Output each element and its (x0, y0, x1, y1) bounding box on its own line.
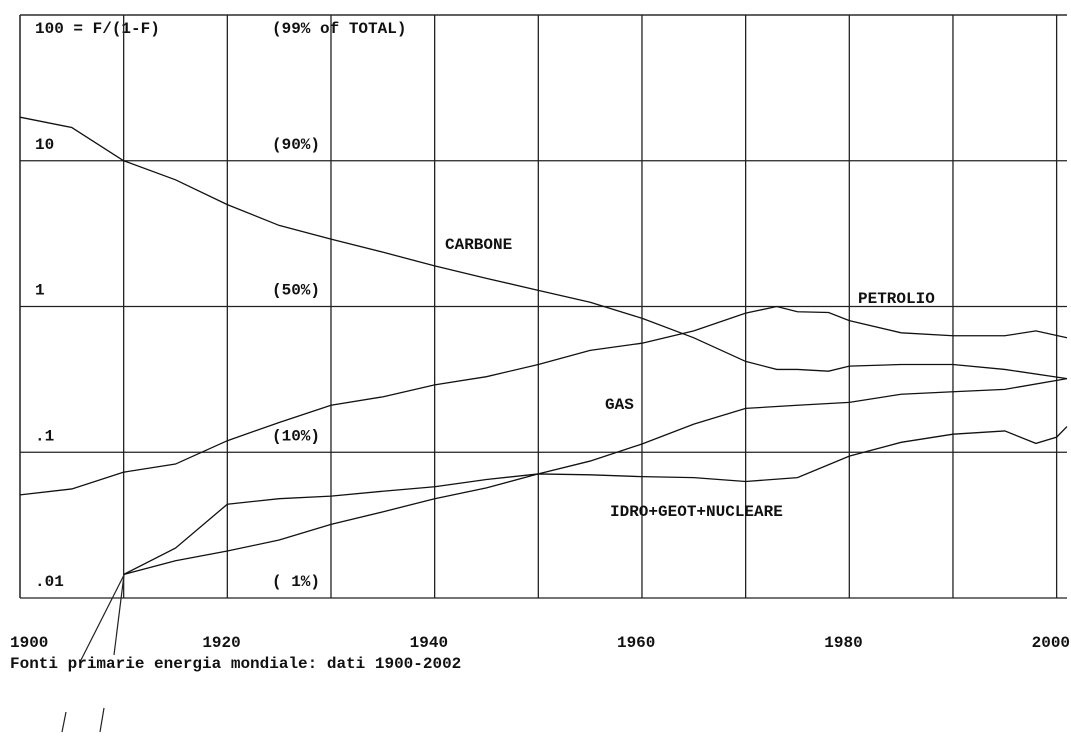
x-tick-label: 2000 (1032, 634, 1070, 652)
x-tick-label: 1900 (10, 634, 48, 652)
series-label: PETROLIO (858, 290, 935, 308)
y-tick-label: 1 (35, 282, 45, 300)
series-line (123, 426, 1068, 576)
x-tick-label: 1980 (824, 634, 862, 652)
decoration (61, 574, 125, 733)
stroke-mark (113, 574, 125, 656)
y-percent-label: (50%) (272, 282, 320, 300)
y-percent-label: (10%) (272, 427, 320, 445)
series-line (19, 305, 1068, 496)
series-label: GAS (605, 396, 634, 414)
y-tick-label: .01 (35, 573, 64, 591)
stroke-mark (99, 707, 105, 733)
series-label: CARBONE (445, 236, 512, 254)
y-percent-label: (99% of TOTAL) (272, 20, 406, 38)
y-tick-label: 100 = F/(1-F) (35, 20, 160, 38)
y-tick-label: .1 (35, 427, 54, 445)
y-tick-label: 10 (35, 136, 54, 154)
series-line (19, 116, 1068, 380)
stroke-mark (61, 711, 67, 733)
chart-title: Fonti primarie energia mondiale: dati 19… (10, 655, 461, 673)
stroke-mark (79, 574, 125, 663)
x-tick-label: 1940 (410, 634, 448, 652)
y-percent-label: (90%) (272, 136, 320, 154)
x-tick-label: 1960 (617, 634, 655, 652)
x-tick-label: 1920 (202, 634, 240, 652)
series-line (123, 377, 1068, 576)
y-percent-label: ( 1%) (272, 573, 320, 591)
series-label: IDRO+GEOT+NUCLEARE (610, 503, 783, 521)
